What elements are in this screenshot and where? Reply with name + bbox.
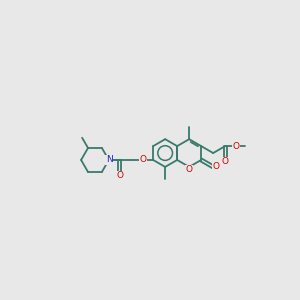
Text: O: O: [116, 171, 123, 180]
Text: O: O: [213, 162, 220, 171]
Text: O: O: [232, 142, 239, 151]
Text: O: O: [186, 166, 193, 175]
Text: N: N: [106, 155, 113, 164]
Text: N: N: [105, 155, 112, 164]
Text: O: O: [140, 155, 147, 164]
Text: O: O: [222, 157, 229, 166]
